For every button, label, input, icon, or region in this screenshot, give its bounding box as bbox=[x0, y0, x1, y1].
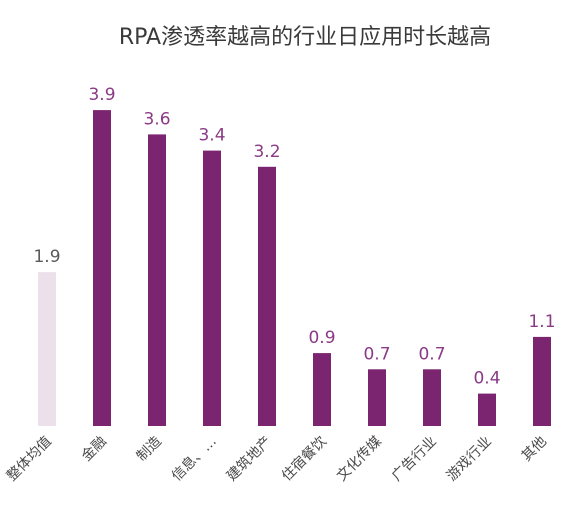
value-label-9: 1.1 bbox=[528, 312, 555, 332]
value-label-6: 0.7 bbox=[363, 344, 390, 364]
bar-8 bbox=[478, 393, 496, 426]
category-label-2: 制造 bbox=[134, 434, 165, 465]
category-label-5: 住宿餐饮 bbox=[278, 433, 330, 485]
bar-0 bbox=[38, 272, 56, 426]
category-label-1: 金融 bbox=[79, 434, 110, 465]
bar-1 bbox=[93, 110, 111, 426]
chart-title: RPA渗透率越高的行业日应用时长越高 bbox=[119, 25, 491, 50]
category-label-4: 建筑地产 bbox=[224, 434, 275, 485]
bar-2 bbox=[148, 134, 166, 426]
value-label-5: 0.9 bbox=[308, 328, 335, 348]
category-label-3: 信息、… bbox=[168, 433, 220, 485]
category-label-9: 其他 bbox=[519, 434, 550, 465]
category-labels-group: 整体均值 金融 制造 信息、… 建筑地产 住宿餐饮 文化传媒 广告行业 游戏行业 其他 bbox=[4, 433, 550, 485]
value-label-7: 0.7 bbox=[418, 344, 445, 364]
bar-3 bbox=[203, 150, 221, 426]
bars-group bbox=[38, 110, 551, 427]
bar-6 bbox=[368, 369, 386, 426]
bar-5 bbox=[313, 353, 331, 426]
value-label-0: 1.9 bbox=[33, 247, 60, 267]
value-label-1: 3.9 bbox=[88, 85, 115, 105]
category-label-8: 游戏行业 bbox=[444, 434, 495, 485]
bar-7 bbox=[423, 369, 441, 426]
bar-4 bbox=[258, 166, 276, 427]
value-label-2: 3.6 bbox=[143, 109, 170, 129]
bar-9 bbox=[533, 336, 551, 426]
value-label-4: 3.2 bbox=[253, 142, 280, 162]
value-labels-group: 1.9 3.9 3.6 3.4 3.2 0.9 0.7 0.7 0.4 1.1 bbox=[33, 85, 555, 389]
value-label-3: 3.4 bbox=[198, 126, 225, 146]
category-label-0: 整体均值 bbox=[4, 434, 55, 485]
value-label-8: 0.4 bbox=[473, 369, 500, 389]
category-label-6: 文化传媒 bbox=[334, 434, 385, 485]
category-label-7: 广告行业 bbox=[389, 434, 440, 485]
